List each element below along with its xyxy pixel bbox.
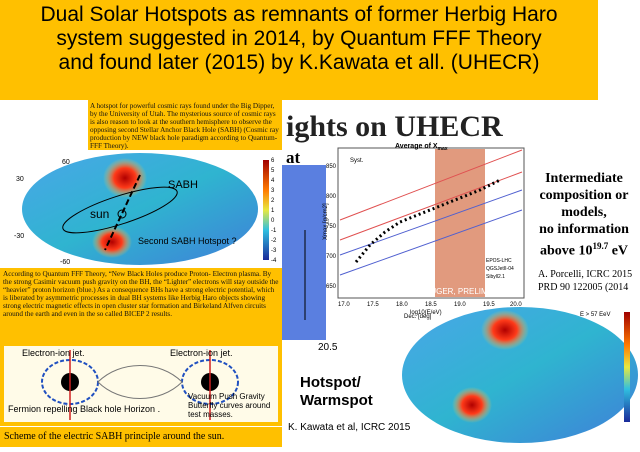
cbar-label: -2 [271,238,277,244]
note-unit: eV [608,243,629,259]
label: Fermion repelling Black hole Horizon . [8,404,160,414]
axis-line [104,174,141,251]
cbar-label: 1 [271,208,275,214]
lat-label: -30 [14,233,24,240]
cbar-label: 0 [271,218,275,224]
tick-label: 20.5 [318,342,338,353]
cbar-label: 5 [271,168,275,174]
tick-label: 750 [326,224,337,230]
title-line: and found later (2015) by K.Kawata et al… [58,51,540,74]
label: SABH [168,179,198,191]
ref: PRD 90 122005 (2014 [538,282,629,293]
band [435,149,485,297]
tick-label: 18.0 [396,302,408,308]
heading: ights on UHECR [286,110,503,143]
note-line: above 1019.7 eV [528,238,640,260]
tick-label: 700 [326,254,337,260]
plot-title: Average of Xmax [395,143,448,152]
skymap [22,153,258,265]
ref: A. Porcelli, ICRC 2015 [538,269,633,280]
x-label: log10(E/eV) [410,310,442,316]
diagram [4,346,278,422]
label: Electron-ion jet. [170,348,233,358]
label: Dec. [deg] [404,314,432,320]
lat-label: 60 [62,159,70,166]
butterfly [97,365,183,399]
intro-text: A hotspot for powerful cosmic rays found… [88,100,282,150]
tick-label: 17.0 [338,302,350,308]
title-line: system suggested in 2014, by Quantum FFF… [56,27,542,50]
cbar-label: -4 [271,258,277,264]
hotspot-line: Warmspot [300,392,373,409]
cbar-label: -3 [271,248,277,254]
y-label: Xmax [g/cm2] [323,203,329,240]
model-line [339,189,523,276]
sun [117,209,127,219]
note-line: models, [561,205,607,220]
legend: QGSJetII-04 [486,266,514,272]
hotspot [481,310,529,350]
cbar-label: -1 [271,228,277,234]
label: Second SABH Hotspot ? [138,236,237,246]
tick-label: 650 [326,284,337,290]
hotspot-line: Hotspot/ [300,374,361,391]
legend: EPOS-LHC [486,258,512,264]
note: Intermediate composition or models, no i… [528,170,640,260]
title-line: Dual Solar Hotspots as remnants of forme… [40,3,558,26]
cbar-label: 2 [271,198,275,204]
note-line: no information [539,222,629,237]
tick-label: 20.0 [510,302,522,308]
label: Electron-ion jet. [22,348,85,358]
legend: Syst. [350,158,364,164]
lat-label: 30 [16,176,24,183]
note-text: above 10 [539,243,593,259]
data-points [354,178,501,263]
tick-label: 18.5 [425,302,437,308]
legend: Sibyll2.1 [486,274,505,280]
label: sun [90,207,109,221]
colorbar [624,312,630,422]
heading-fragment: at [286,148,301,167]
hotspot-label: Hotspot/ Warmspot [300,374,373,410]
tick-label: 850 [326,164,337,170]
orbit [62,186,178,234]
tick-label: 19.0 [454,302,466,308]
colorbar [263,160,269,260]
note-exp: 19.7 [592,241,609,251]
explanation-text: According to Quantum FFF Theory, “New Bl… [0,268,282,340]
note-line: composition or [539,188,629,203]
caption: Scheme of the electric SABH principle ar… [0,427,282,447]
watermark: AUGER, PRELIMINARY [425,287,513,296]
hotspot [452,387,492,423]
cbar-label: 3 [271,188,275,194]
hotspot [103,158,147,198]
colorbar-labels: 6 5 4 3 2 1 0 -1 -2 -3 -4 [271,158,277,264]
citation: K. Kawata et al, ICRC 2015 [288,422,411,433]
label: E > 57 EeV [580,312,611,318]
note-line: Intermediate [545,171,623,186]
tick-label: 17.5 [367,302,379,308]
y-ticks: 850 800 750 700 650 [326,164,337,290]
x-ticks: 17.0 17.5 18.0 18.5 19.0 19.5 20.0 [338,302,522,308]
tick-label: 800 [326,194,337,200]
cbar-label: 6 [271,158,275,164]
tick-label: 19.5 [483,302,495,308]
lat-label: -60 [60,259,70,266]
hotspot [92,226,132,258]
blue-plot [282,165,326,340]
cbar-label: 4 [271,178,275,184]
diagram-label: Vacuum Push Gravity Butterfly curves aro… [188,392,271,419]
refs: A. Porcelli, ICRC 2015 PRD 90 122005 (20… [538,268,632,294]
model-line [339,149,523,241]
title-banner: Dual Solar Hotspots as remnants of forme… [0,0,598,100]
